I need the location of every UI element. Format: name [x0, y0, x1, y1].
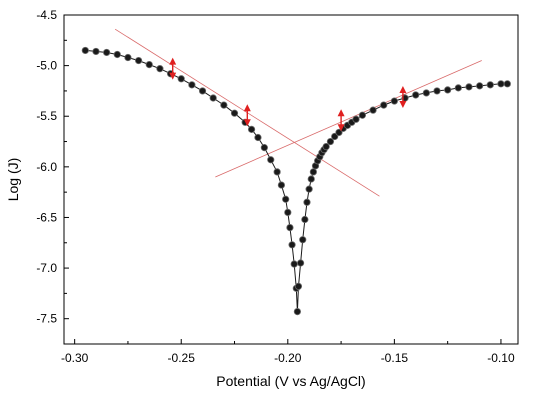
x-axis-ticks: -0.30 -0.25 -0.20 -0.15 -0.10 [61, 339, 515, 365]
data-point [124, 53, 132, 62]
data-point [422, 89, 430, 97]
data-point [188, 81, 196, 89]
data-point [305, 185, 313, 193]
data-point [247, 125, 256, 133]
data-point [433, 87, 441, 95]
y-axis-ticks: -7.5 -7.0 -6.5 -6.0 -5.5 -5.0 -4.5 [36, 8, 69, 326]
data-point [209, 94, 217, 102]
data-point [369, 106, 377, 114]
y-tick-label: -7.5 [36, 312, 57, 326]
data-point [290, 260, 298, 268]
data-point [335, 128, 343, 137]
data-point [296, 259, 305, 267]
tafel-marker [337, 109, 345, 132]
tafel-lines [114, 28, 482, 197]
y-axis-title: Log (J) [5, 158, 21, 202]
y-tick-label: -4.5 [36, 8, 57, 22]
data-point [326, 137, 335, 146]
data-point [322, 143, 330, 151]
data-point [293, 308, 301, 316]
data-point [380, 101, 388, 109]
tafel-line [215, 60, 482, 178]
data-point [135, 56, 143, 65]
x-axis-title: Potential (V vs Ag/AgCl) [216, 373, 365, 389]
data-point [103, 48, 111, 57]
tafel-marker [243, 104, 251, 127]
data-point [390, 97, 398, 105]
data-point [267, 156, 275, 164]
data-point [288, 241, 296, 249]
data-point [254, 133, 262, 142]
data-point [301, 215, 309, 224]
data-point [277, 181, 286, 189]
data-point [303, 198, 311, 206]
data-point [465, 83, 473, 91]
data-series [81, 46, 511, 316]
data-point [220, 101, 228, 109]
data-point [497, 80, 505, 88]
tafel-markers [169, 57, 407, 132]
y-tick-label: -5.0 [36, 59, 57, 73]
y-tick-label: -5.5 [36, 109, 57, 123]
data-point [444, 86, 452, 94]
data-point [92, 47, 100, 56]
data-point [198, 87, 207, 95]
data-point [145, 61, 153, 69]
data-point [273, 168, 281, 176]
data-point [299, 236, 307, 244]
y-tick-label: -6.5 [36, 210, 57, 224]
data-point [81, 46, 89, 55]
data-point [286, 223, 294, 232]
data-point [282, 195, 290, 203]
data-point [454, 84, 462, 92]
x-tick-label: -0.20 [274, 351, 302, 365]
data-point [113, 50, 121, 59]
data-point [486, 81, 494, 89]
data-point [352, 115, 360, 123]
data-point [307, 175, 315, 183]
tafel-marker [399, 85, 407, 108]
data-point [177, 75, 185, 83]
x-tick-label: -0.15 [381, 351, 409, 365]
x-tick-label: -0.25 [168, 351, 196, 365]
data-point [358, 111, 367, 119]
data-point [284, 208, 292, 216]
data-point [412, 91, 420, 99]
tafel-marker [169, 57, 177, 80]
data-point [294, 282, 303, 290]
y-tick-label: -7.0 [36, 261, 57, 275]
plot-frame [63, 14, 519, 345]
data-point [156, 65, 164, 73]
data-point [503, 80, 511, 88]
series-line [85, 49, 508, 312]
x-tick-label: -0.10 [487, 351, 515, 365]
data-point [230, 109, 239, 117]
data-point [476, 82, 484, 90]
x-tick-label: -0.30 [61, 351, 89, 365]
y-tick-label: -6.0 [36, 160, 57, 174]
data-point [309, 168, 317, 176]
data-point [260, 144, 268, 152]
data-point [331, 132, 339, 141]
